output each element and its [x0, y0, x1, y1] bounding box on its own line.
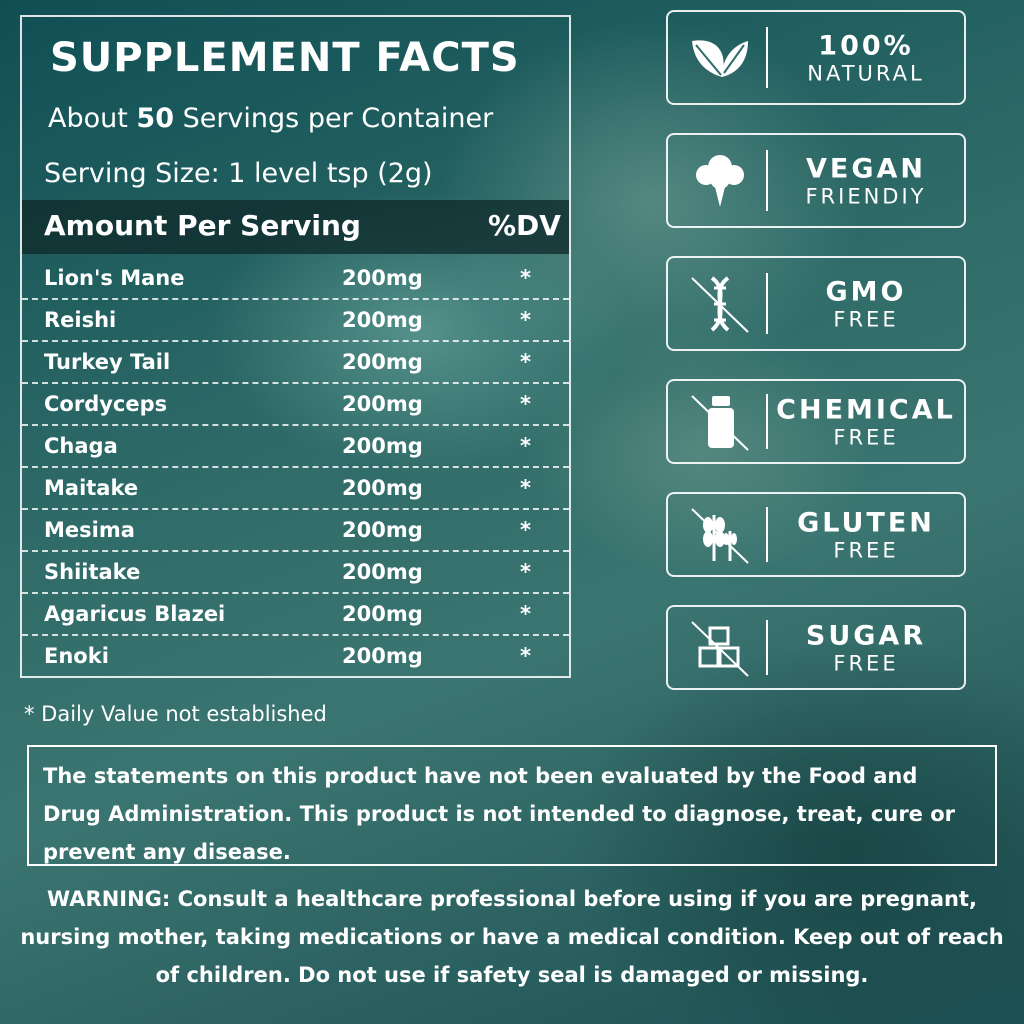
badge-100: 100% NATURAL [666, 10, 966, 105]
warning-label: WARNING: [47, 887, 171, 911]
dna-crossed-icon [684, 274, 756, 334]
ingredient-amount: 200mg [342, 350, 423, 374]
badge-divider [766, 26, 768, 89]
ingredient-name: Maitake [44, 476, 139, 500]
badge-title: GLUTEN [797, 507, 935, 538]
ingredient-row: Mesima 200mg * [22, 510, 569, 552]
ingredient-dv: * [520, 434, 531, 458]
ingredient-dv: * [520, 518, 531, 542]
ingredient-amount: 200mg [342, 560, 423, 584]
ingredient-row: Shiitake 200mg * [22, 552, 569, 594]
bottle-crossed-icon [684, 392, 756, 452]
ingredient-name: Lion's Mane [44, 266, 185, 290]
ingredient-name: Cordyceps [44, 392, 168, 416]
badge-divider [766, 619, 768, 676]
ingredient-row: Agaricus Blazei 200mg * [22, 594, 569, 636]
ingredient-amount: 200mg [342, 476, 423, 500]
ingredient-name: Shiitake [44, 560, 141, 584]
ingredient-name: Turkey Tail [44, 350, 171, 374]
badge-divider [766, 506, 768, 563]
amount-header: Amount Per Serving %DV [22, 200, 569, 254]
ingredient-amount: 200mg [342, 392, 423, 416]
ingredient-amount: 200mg [342, 518, 423, 542]
broccoli-icon [684, 151, 756, 211]
badge-subtitle: FREE [833, 538, 899, 562]
ingredient-amount: 200mg [342, 602, 423, 626]
ingredient-name: Enoki [44, 644, 109, 668]
badge-chemical: CHEMICAL FREE [666, 379, 966, 464]
ingredient-name: Agaricus Blazei [44, 602, 226, 626]
ingredient-dv: * [520, 644, 531, 668]
warning-body: Consult a healthcare professional before… [20, 887, 1004, 987]
facts-title: SUPPLEMENT FACTS [50, 35, 520, 81]
badge-title: SUGAR [805, 620, 927, 651]
ingredient-row: Chaga 200mg * [22, 426, 569, 468]
badge-sugar: SUGAR FREE [666, 605, 966, 690]
amount-header-label: Amount Per Serving [44, 209, 361, 242]
ingredient-amount: 200mg [342, 308, 423, 332]
badge-subtitle: FREE [833, 425, 899, 449]
badge-subtitle: FRIENDIY [805, 184, 927, 208]
badge-title: GMO [825, 276, 907, 307]
ingredient-row: Turkey Tail 200mg * [22, 342, 569, 384]
ingredient-row: Enoki 200mg * [22, 636, 569, 678]
servings-prefix: About [48, 103, 137, 134]
ingredient-dv: * [520, 392, 531, 416]
ingredient-amount: 200mg [342, 644, 423, 668]
badge-title: 100% [818, 30, 914, 61]
servings-per-container: About 50 Servings per Container [48, 103, 493, 134]
ingredient-dv: * [520, 476, 531, 500]
badge-divider [766, 149, 768, 212]
badge-divider [766, 393, 768, 450]
badge-vegan: VEGAN FRIENDIY [666, 133, 966, 228]
badge-divider [766, 272, 768, 335]
badge-subtitle: FREE [833, 307, 899, 331]
serving-size: Serving Size: 1 level tsp (2g) [44, 158, 433, 189]
daily-value-footnote: * Daily Value not established [24, 702, 327, 726]
ingredient-name: Reishi [44, 308, 117, 332]
ingredient-dv: * [520, 350, 531, 374]
badge-gmo: GMO FREE [666, 256, 966, 351]
wheat-crossed-icon [684, 505, 756, 565]
badge-title: VEGAN [806, 153, 926, 184]
ingredient-row: Lion's Mane 200mg * [22, 258, 569, 300]
ingredient-amount: 200mg [342, 266, 423, 290]
fda-disclaimer: The statements on this product have not … [27, 745, 997, 866]
ingredient-row: Cordyceps 200mg * [22, 384, 569, 426]
warning-text: WARNING: Consult a healthcare profession… [20, 880, 1004, 994]
ingredient-name: Mesima [44, 518, 135, 542]
badge-gluten: GLUTEN FREE [666, 492, 966, 577]
ingredient-amount: 200mg [342, 434, 423, 458]
ingredient-row: Maitake 200mg * [22, 468, 569, 510]
supplement-facts-panel: SUPPLEMENT FACTS About 50 Servings per C… [20, 15, 571, 678]
badge-subtitle: FREE [833, 651, 899, 675]
badge-title: CHEMICAL [776, 394, 956, 425]
ingredient-dv: * [520, 308, 531, 332]
ingredient-dv: * [520, 560, 531, 584]
ingredient-row: Reishi 200mg * [22, 300, 569, 342]
badge-subtitle: NATURAL [807, 61, 925, 85]
ingredient-name: Chaga [44, 434, 118, 458]
servings-suffix: Servings per Container [174, 103, 494, 134]
servings-count: 50 [136, 103, 174, 134]
leaf-icon [684, 28, 756, 88]
ingredient-dv: * [520, 602, 531, 626]
dv-header-label: %DV [488, 209, 561, 242]
sugar-cubes-crossed-icon [684, 618, 756, 678]
ingredient-dv: * [520, 266, 531, 290]
